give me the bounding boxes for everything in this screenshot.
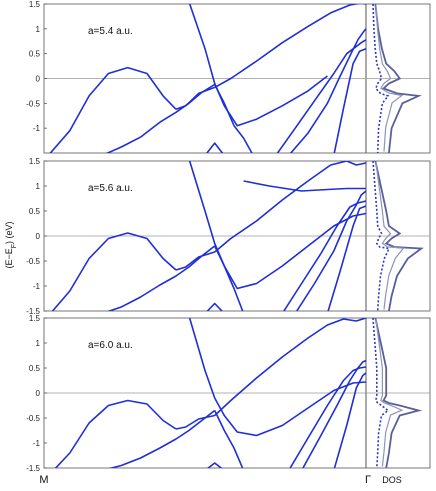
band-line-9 bbox=[276, 39, 367, 153]
band-line-6 bbox=[213, 245, 244, 311]
band-line-2 bbox=[175, 251, 215, 271]
x-tick-label-m: M bbox=[39, 474, 48, 486]
band-panel-3: -1.5 -1 -0.5 0 0.5 1 1.5 a=6.0 a.u. bbox=[26, 314, 431, 473]
band-line-7 bbox=[206, 302, 224, 311]
band-line-7 bbox=[233, 125, 253, 153]
band-line-11 bbox=[327, 205, 367, 311]
dos-dotted-curve bbox=[372, 4, 390, 153]
band-line-5 bbox=[188, 161, 367, 290]
band-line-1 bbox=[54, 399, 177, 468]
band-line-3 bbox=[214, 318, 367, 417]
y-tick-label: 0 bbox=[36, 389, 41, 398]
band-line-2 bbox=[175, 414, 215, 430]
y-tick-label: -1.5 bbox=[26, 307, 40, 316]
band-line-4 bbox=[108, 409, 216, 468]
y-tick-label: 0.5 bbox=[29, 207, 41, 216]
band-panel-2: -1.5 -1 -0.5 0 0.5 1 1.5 a=5.6 a.u. bbox=[26, 157, 431, 316]
dos-total-curve bbox=[374, 161, 424, 311]
band-lines bbox=[54, 318, 423, 468]
band-line-9 bbox=[295, 190, 367, 311]
y-tick-label: -0.5 bbox=[26, 257, 40, 266]
y-tick-label: -1 bbox=[33, 282, 41, 291]
dos-dotted-curve bbox=[372, 161, 391, 311]
band-line-1 bbox=[49, 66, 177, 153]
y-tick-label: 1.5 bbox=[29, 157, 41, 166]
dos-partial-curve bbox=[375, 319, 404, 467]
band-line-7 bbox=[206, 462, 223, 468]
band-line-4 bbox=[106, 245, 216, 311]
dos-partial-curve bbox=[375, 162, 405, 310]
band-line-11 bbox=[333, 47, 367, 153]
y-tick-label: 1.5 bbox=[29, 0, 41, 9]
band-line-3 bbox=[214, 4, 366, 89]
y-tick-label: 1.5 bbox=[29, 314, 41, 323]
band-line-5 bbox=[188, 4, 328, 127]
dos-dotted-curve bbox=[372, 318, 390, 468]
band-line-10 bbox=[333, 372, 367, 468]
panel-label: a=5.6 a.u. bbox=[88, 183, 133, 194]
y-tick-label: -0.5 bbox=[26, 99, 40, 108]
band-line-1 bbox=[51, 232, 177, 311]
y-tick-label: -0.5 bbox=[26, 414, 40, 423]
x-tick-label-gamma: Γ bbox=[365, 474, 371, 486]
y-tick-label: 1 bbox=[36, 25, 41, 34]
band-line-6 bbox=[213, 410, 244, 468]
band-line-8 bbox=[282, 200, 367, 311]
band-line-8 bbox=[289, 366, 367, 468]
dos-total-curve bbox=[374, 4, 422, 153]
dos-axis-label: DOS bbox=[382, 475, 402, 485]
band-line-9 bbox=[302, 359, 367, 468]
band-line-4 bbox=[105, 83, 216, 153]
y-tick-label: -1 bbox=[33, 124, 41, 133]
y-tick-label: 0 bbox=[36, 75, 41, 84]
band-line-10 bbox=[289, 28, 367, 153]
band-line-5 bbox=[188, 318, 367, 437]
y-tick-label: 1 bbox=[36, 339, 41, 348]
y-tick-label: -1 bbox=[33, 439, 41, 448]
panel-label: a=5.4 a.u. bbox=[88, 26, 133, 37]
y-axis-label: (E−EF) (eV) bbox=[4, 221, 18, 268]
band-line-8 bbox=[205, 142, 224, 153]
y-tick-label: 0.5 bbox=[29, 50, 41, 59]
band-line-10 bbox=[243, 180, 366, 192]
band-panel-1: -1 -0.5 0 0.5 1 1.5 a=5.4 a.u. bbox=[26, 0, 431, 154]
band-lines bbox=[49, 4, 422, 153]
panel-label: a=6.0 a.u. bbox=[88, 340, 133, 351]
y-tick-label: 1 bbox=[36, 182, 41, 191]
band-line-6 bbox=[213, 84, 235, 127]
dos-total-curve bbox=[374, 318, 423, 468]
dos-partial-curve bbox=[375, 5, 404, 152]
y-tick-label: 0 bbox=[36, 232, 41, 241]
band-line-3 bbox=[214, 161, 367, 253]
y-tick-label: -1.5 bbox=[26, 464, 40, 473]
band-lines bbox=[51, 161, 424, 311]
y-tick-label: 0.5 bbox=[29, 364, 41, 373]
